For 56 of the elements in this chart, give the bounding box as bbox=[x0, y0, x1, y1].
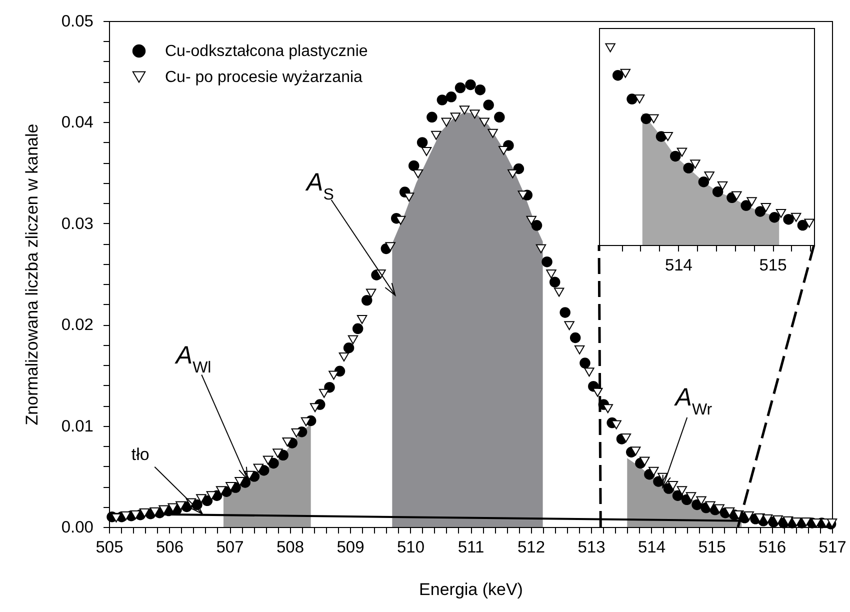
point bbox=[740, 200, 752, 211]
point bbox=[732, 191, 742, 200]
point bbox=[760, 203, 772, 212]
point bbox=[776, 208, 786, 218]
point bbox=[676, 148, 688, 157]
point bbox=[640, 113, 652, 124]
x-tick-label: 508 bbox=[276, 538, 304, 556]
x-tick-label: 515 bbox=[759, 256, 787, 274]
x-axis-title: Energia (keV) bbox=[419, 580, 523, 599]
x-tick-label: 511 bbox=[458, 538, 484, 556]
y-tick-label: 0.04 bbox=[61, 114, 94, 132]
point bbox=[717, 181, 728, 190]
legend-label: Cu- po procesie wyżarzania bbox=[165, 69, 363, 86]
y-axis-title: Znormalizowana liczba zliczen w kanale bbox=[22, 124, 42, 426]
point bbox=[670, 150, 681, 162]
legend-label: Cu-odkształcona plastycznie bbox=[165, 43, 368, 60]
x-tick-label: 509 bbox=[336, 538, 364, 556]
annotation: A$_{Wl}$ bbox=[174, 341, 212, 376]
point bbox=[648, 114, 659, 124]
annotation: tło bbox=[131, 444, 150, 464]
y-tick-label: 0.05 bbox=[61, 12, 94, 30]
annotation: A$_{Wr}$ bbox=[673, 384, 713, 418]
x-tick-label: 505 bbox=[96, 538, 124, 556]
point bbox=[634, 94, 645, 104]
annotation: A$_{S}$ bbox=[304, 168, 334, 203]
point bbox=[797, 220, 808, 231]
point bbox=[612, 70, 624, 81]
point bbox=[605, 43, 616, 52]
point bbox=[662, 132, 673, 141]
x-tick-label: 506 bbox=[156, 538, 184, 556]
point bbox=[769, 212, 780, 223]
point bbox=[712, 186, 724, 198]
point bbox=[804, 218, 814, 228]
x-tick-label: 510 bbox=[396, 538, 425, 556]
x-tick-label: 507 bbox=[216, 538, 244, 556]
point bbox=[746, 197, 757, 206]
x-tick-label: 515 bbox=[698, 538, 726, 556]
y-tick-label: 0.00 bbox=[61, 518, 94, 536]
point bbox=[690, 160, 700, 169]
x-tick-label: 516 bbox=[758, 538, 786, 556]
y-tick-label: 0.02 bbox=[61, 316, 94, 334]
x-tick-label: 517 bbox=[818, 538, 846, 556]
x-tick-label: 514 bbox=[664, 256, 692, 274]
x-tick-label: 512 bbox=[517, 538, 546, 556]
point bbox=[698, 176, 710, 188]
point bbox=[754, 206, 766, 217]
point bbox=[683, 162, 694, 174]
point bbox=[790, 212, 802, 222]
x-tick-label: 513 bbox=[578, 538, 606, 556]
point bbox=[620, 68, 631, 78]
y-tick-label: 0.03 bbox=[61, 214, 94, 233]
point bbox=[704, 171, 714, 180]
y-tick-label: 0.01 bbox=[61, 417, 94, 436]
x-tick-label: 514 bbox=[638, 538, 666, 556]
point bbox=[626, 94, 638, 104]
point bbox=[783, 214, 794, 225]
